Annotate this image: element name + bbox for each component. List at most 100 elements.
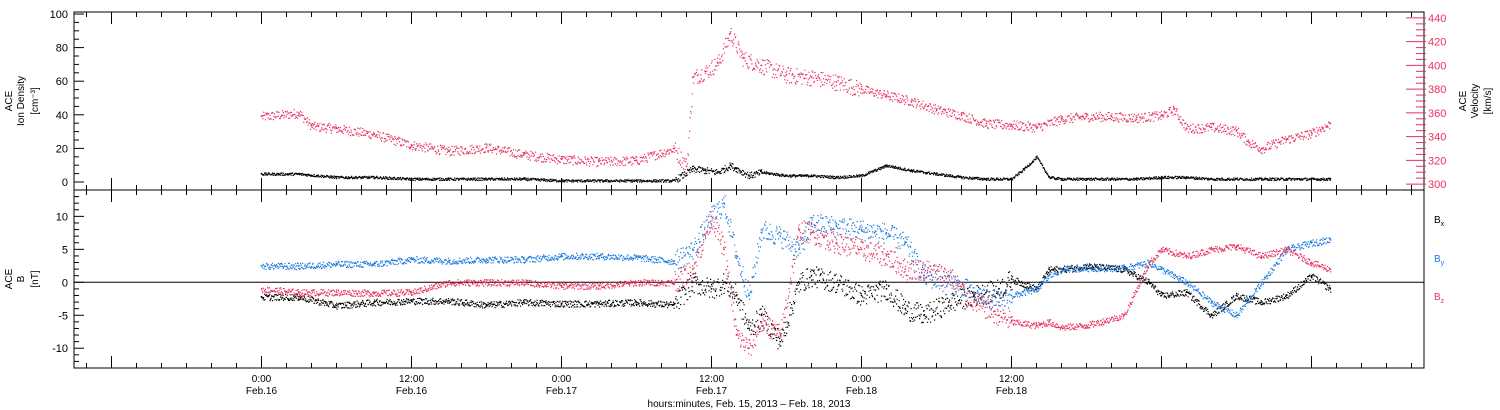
density-point <box>1060 177 1063 180</box>
bx-point <box>948 301 950 303</box>
legend-bx-main: B <box>1434 215 1441 226</box>
density-point <box>704 169 707 172</box>
velocity-point <box>335 127 338 130</box>
bx-point <box>723 281 725 284</box>
velocity-point <box>910 100 913 102</box>
bz-point <box>723 248 725 251</box>
velocity-point <box>560 158 563 161</box>
density-axis-units: [cm⁻³] <box>30 87 41 115</box>
by-point <box>1060 268 1063 270</box>
bz-point <box>448 281 450 284</box>
by-point <box>1048 274 1050 277</box>
bz-point <box>1310 261 1313 264</box>
by-point <box>298 264 300 267</box>
density-point <box>760 171 763 173</box>
bz-point <box>923 268 925 270</box>
velocity-point <box>673 147 675 150</box>
time-tick-label: 0:00 <box>252 374 272 385</box>
bx-point <box>298 295 300 298</box>
density-point <box>835 176 838 178</box>
by-point <box>1260 281 1263 284</box>
by-point <box>885 232 888 234</box>
legend-by-main: B <box>1434 254 1441 265</box>
bz-point <box>1148 261 1150 264</box>
time-tick-label: 12:00 <box>399 374 424 385</box>
velocity-point <box>741 57 744 60</box>
bz-point <box>1210 248 1213 251</box>
density-point <box>260 172 263 175</box>
by-point <box>1123 266 1125 269</box>
by-point <box>860 228 863 231</box>
bz-point <box>973 301 975 303</box>
bz-point <box>948 274 950 277</box>
by-point <box>260 264 263 267</box>
bx-point <box>1010 278 1013 280</box>
density-point <box>691 167 694 170</box>
velocity-point <box>1310 132 1313 134</box>
by-point <box>1329 238 1332 241</box>
density-point <box>485 177 488 180</box>
velocity-point <box>310 125 313 127</box>
legend-bz-main: B <box>1434 292 1441 303</box>
date-tick-label: Feb.17 <box>696 386 728 397</box>
by-point <box>560 255 563 257</box>
by-point <box>1035 288 1038 290</box>
density-point <box>1023 167 1025 170</box>
density-point <box>1035 155 1038 158</box>
velocity-point <box>635 159 638 162</box>
time-tick-label: 12:00 <box>699 374 724 385</box>
bz-point <box>298 291 300 294</box>
velocity-tick-label: 360 <box>1428 108 1446 120</box>
velocity-point <box>373 133 375 136</box>
bz-point <box>885 255 888 257</box>
velocity-point <box>685 165 688 168</box>
velocity-point <box>860 88 863 90</box>
density-tick-label: 40 <box>56 110 68 122</box>
velocity-point <box>260 115 263 118</box>
bz-point <box>904 268 907 270</box>
velocity-point <box>729 32 732 35</box>
bx-point <box>373 301 375 303</box>
velocity-points <box>261 28 1331 174</box>
bx-point <box>448 299 450 302</box>
time-axis-ticks <box>86 12 1412 368</box>
velocity-tick-label: 340 <box>1428 132 1446 144</box>
velocity-point <box>598 160 600 163</box>
density-axis-ticks: 0 20 40 60 80 100 <box>50 9 84 189</box>
bx-point <box>485 303 488 306</box>
density-point <box>860 174 863 177</box>
by-point <box>779 235 782 238</box>
density-point <box>1210 177 1213 180</box>
velocity-axis-units: [km/s] <box>1483 87 1494 114</box>
density-point <box>598 179 600 182</box>
magnetic-field-panel: -10 -5 0 5 10 ACE B [nT] Bx By Bz <box>4 189 1445 369</box>
by-point <box>1010 294 1013 297</box>
density-point <box>810 174 813 177</box>
velocity-point <box>1248 141 1250 144</box>
velocity-tick-label: 300 <box>1428 179 1446 191</box>
by-point <box>810 222 813 224</box>
density-point <box>910 169 913 172</box>
velocity-point <box>448 149 450 152</box>
density-point <box>673 179 675 182</box>
velocity-point <box>1173 108 1175 111</box>
density-point <box>1110 177 1113 180</box>
velocity-point <box>885 94 888 96</box>
density-point <box>1260 177 1263 180</box>
density-velocity-panel: 0 20 40 60 80 100 300 320 340 360 380 400 420 440 AC… <box>4 9 1494 191</box>
velocity-tick-label: 400 <box>1428 60 1446 72</box>
bx-point <box>1148 281 1150 284</box>
velocity-point <box>935 108 938 111</box>
bz-point <box>410 291 413 294</box>
density-point <box>748 174 750 177</box>
by-point <box>923 274 925 277</box>
velocity-series <box>260 28 1332 174</box>
velocity-point <box>1110 115 1113 118</box>
bz-point <box>1085 324 1088 326</box>
density-point <box>298 172 300 175</box>
density-point <box>523 177 525 180</box>
bz-point <box>1235 245 1238 247</box>
density-point <box>1160 176 1163 178</box>
bz-point <box>691 268 694 270</box>
density-point <box>335 176 338 178</box>
